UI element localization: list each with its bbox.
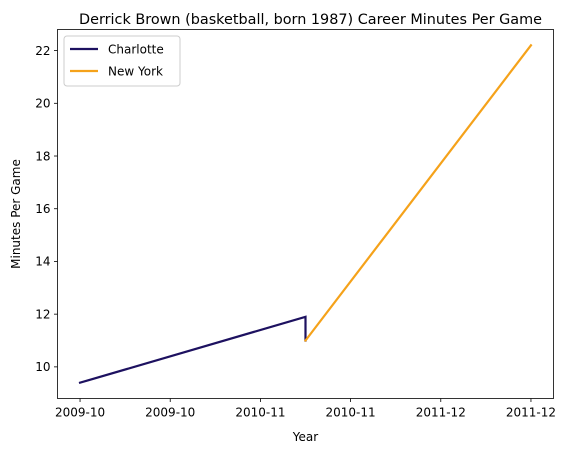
- x-tick-label: 2010-11: [326, 406, 376, 420]
- y-axis: 10 12 14 16 18 20 22: [35, 44, 58, 374]
- y-tick-label: 14: [35, 255, 50, 269]
- x-tick-label: 2011-12: [416, 406, 466, 420]
- y-tick-label: 20: [35, 97, 50, 111]
- y-tick-label: 16: [35, 202, 50, 216]
- y-tick-label: 22: [35, 44, 50, 58]
- x-axis: 2009-10 2009-10 2010-11 2010-11 2011-12 2011-…: [55, 398, 556, 420]
- legend: Charlotte New York: [63, 35, 181, 87]
- x-axis-title: Year: [292, 430, 318, 444]
- y-tick-label: 12: [35, 307, 50, 321]
- series-line-charlotte: [78, 315, 307, 385]
- series-line-new-york: [303, 43, 533, 343]
- y-tick-label: 10: [35, 360, 50, 374]
- y-axis-title: Minutes Per Game: [9, 159, 23, 269]
- x-tick-label: 2011-12: [506, 406, 556, 420]
- legend-label: New York: [108, 64, 163, 78]
- x-tick-label: 2009-10: [55, 406, 105, 420]
- chart-title: Derrick Brown (basketball, born 1987) Ca…: [79, 12, 542, 28]
- series-group: [78, 43, 533, 385]
- legend-label: Charlotte: [108, 42, 164, 56]
- x-tick-label: 2010-11: [235, 406, 285, 420]
- x-tick-label: 2009-10: [145, 406, 195, 420]
- y-tick-label: 18: [35, 149, 50, 163]
